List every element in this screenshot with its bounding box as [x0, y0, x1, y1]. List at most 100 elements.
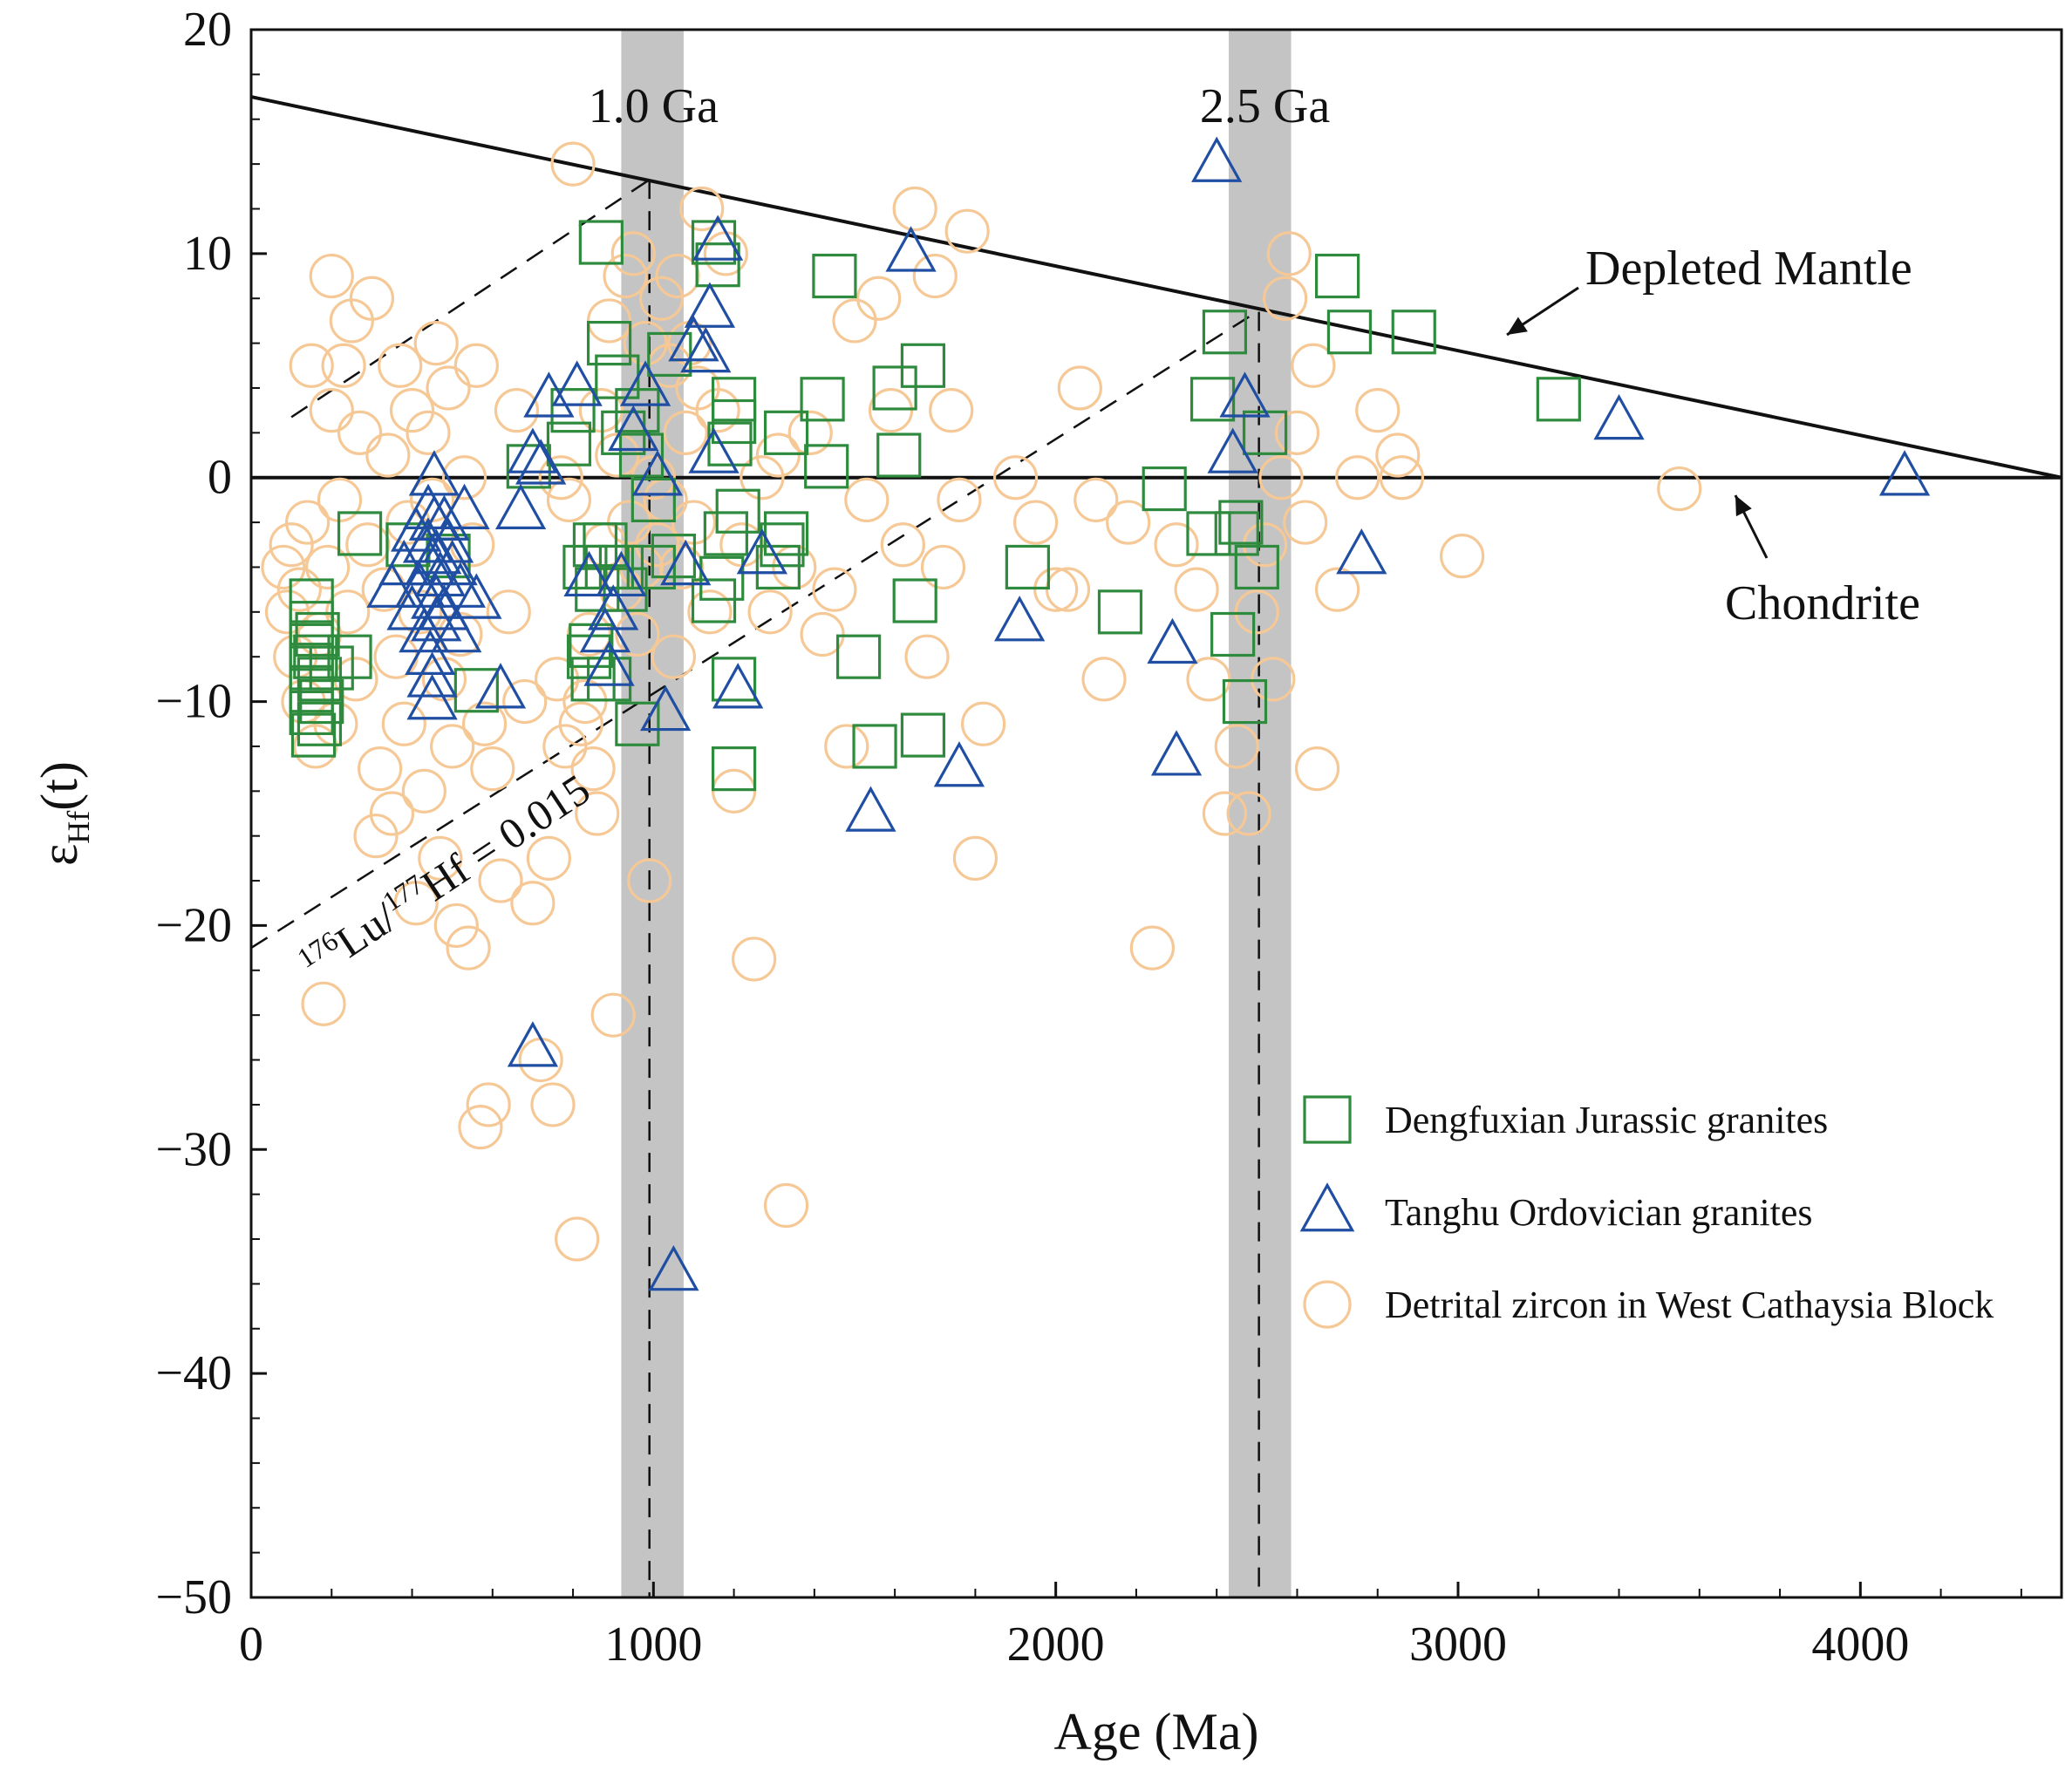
ordovician-granite-point: [411, 573, 462, 619]
ordovician-granite-point: [1219, 371, 1271, 418]
detrital-zircon-point: [1291, 343, 1336, 388]
ordovician-granite-point: [378, 539, 430, 586]
band-label-2-5-ga: 2.5 Ga: [1200, 79, 1330, 133]
detrital-zircon-point: [381, 701, 426, 746]
detrital-zircon-point: [610, 231, 656, 276]
jurassic-granite-point: [1234, 544, 1279, 590]
ordovician-granite-point: [680, 326, 732, 373]
ordovician-granite-point: [588, 584, 639, 630]
ordovician-granite-point: [406, 651, 458, 698]
detrital-zircon-point: [333, 657, 378, 702]
y-axis-label-epsilon: ε: [31, 844, 88, 866]
detrital-zircon-point: [353, 814, 399, 859]
jurassic-granite-point: [296, 701, 343, 746]
detrital-zircon-point: [261, 544, 306, 590]
axes: 0 1000 2000 3000 4000 20 10 0 −10 −20 −30 −40 −50: [155, 3, 2022, 1672]
ordovician-granite-point: [406, 674, 458, 720]
detrital-zircon-point: [526, 835, 571, 881]
detrital-zircon-point: [740, 455, 785, 501]
jurassic-granite-point: [630, 477, 676, 523]
jurassic-granite-point: [763, 410, 809, 455]
jurassic-granite-point: [852, 724, 897, 769]
jurassic-granite-point: [876, 432, 922, 478]
detrital-zircon-point: [538, 455, 583, 501]
detrital-zircon-point: [747, 589, 793, 635]
detrital-zircon-point: [937, 477, 982, 523]
jurassic-granite-point: [1202, 310, 1248, 355]
jurassic-granite-point: [872, 365, 917, 411]
detrital-zircon-point: [630, 455, 676, 501]
ordovician-granite-point: [474, 663, 527, 709]
detrital-zircon-point: [550, 141, 596, 187]
label-arrows: [1506, 286, 1769, 559]
detrital-zircon-point: [1186, 657, 1231, 702]
detrital-zircon-point: [659, 544, 705, 590]
detrital-zircon-point: [542, 724, 588, 769]
detrital-zircon-point: [812, 567, 857, 612]
detrital-zircon-point: [800, 611, 845, 657]
detrital-zircon-point: [566, 611, 612, 657]
x-tick-label: 2000: [1007, 1617, 1105, 1672]
ordovician-granite-point: [660, 539, 712, 586]
detrital-zircon-point: [555, 1216, 600, 1262]
ordovician-granite-point: [684, 282, 736, 328]
detrital-zircon-point: [1234, 589, 1279, 635]
age-band-0: [621, 30, 684, 1597]
legend-marker-shape: [1303, 1095, 1352, 1144]
legend-marker-shape: [1303, 1280, 1352, 1329]
jurassic-granite-point: [453, 668, 499, 713]
detrital-zircon-point: [389, 388, 435, 433]
ordovician-granite-point: [712, 663, 764, 709]
ordovician-granite-point: [408, 450, 460, 496]
detrital-zircon-point: [1274, 410, 1320, 455]
y-tick-label: −50: [155, 1570, 232, 1624]
detrital-zircon-point: [486, 589, 531, 635]
detrital-zircon-point: [325, 589, 371, 635]
jurassic-granite-point: [1097, 589, 1143, 635]
y-tick-label: 10: [183, 227, 232, 281]
ordovician-granite-point: [551, 360, 603, 406]
detrital-zircon-point: [466, 1082, 511, 1127]
ordovician-granite-point: [692, 215, 744, 261]
detrital-zircon-point: [1251, 657, 1296, 702]
jurassic-granite-point: [755, 544, 801, 590]
legend-marker-square-icon: [1303, 1095, 1352, 1144]
lu-hf-evolution-line-0: [290, 179, 651, 419]
ordovician-granite-point: [451, 573, 502, 619]
ordovician-granite-point: [1150, 730, 1203, 776]
detrital-zircon-point: [651, 634, 697, 679]
detrital-zircon-point: [453, 343, 499, 388]
detrital-zircon-point: [868, 388, 914, 433]
detrital-zircon-point: [433, 902, 479, 949]
jurassic-granite-point: [615, 388, 660, 433]
jurassic-granite-point: [703, 511, 748, 556]
jurassic-granite-point: [327, 634, 372, 679]
jurassic-granite-point: [299, 678, 344, 725]
detrital-zircon-point: [824, 724, 869, 769]
jurassic-granite-point: [550, 388, 596, 433]
detrital-zircon-point: [992, 455, 1039, 501]
detrital-zircon-point: [655, 253, 700, 299]
detrital-zircon-point: [615, 611, 660, 657]
ordovician-granite-point: [688, 427, 740, 473]
jurassic-granite-point: [289, 578, 334, 623]
detrital-zircon-point: [1355, 388, 1401, 433]
jurassic-granite-point: [1314, 253, 1360, 299]
jurassic-granite-point: [760, 522, 805, 568]
jurassic-granite-point: [1186, 511, 1231, 556]
y-tick-label: −10: [155, 675, 232, 729]
x-tick-label: 4000: [1811, 1617, 1909, 1672]
detrital-zircon-point: [1294, 746, 1340, 792]
jurassic-granite-point: [506, 444, 551, 489]
detrital-zircon-point: [1335, 455, 1380, 501]
jurassic-granite-point: [289, 601, 334, 646]
detrital-zircon-point: [1045, 567, 1091, 612]
ordovician-granite-point: [426, 539, 478, 586]
detrital-zircon-point: [1154, 522, 1199, 568]
ordovician-granite-point: [507, 427, 559, 473]
jurassic-granite-point: [711, 746, 757, 792]
detrital-zircon-point: [276, 567, 322, 612]
detrital-zircon-point: [401, 768, 446, 814]
detrital-zircon-point: [687, 589, 733, 635]
detrital-zircon-point: [892, 186, 937, 232]
